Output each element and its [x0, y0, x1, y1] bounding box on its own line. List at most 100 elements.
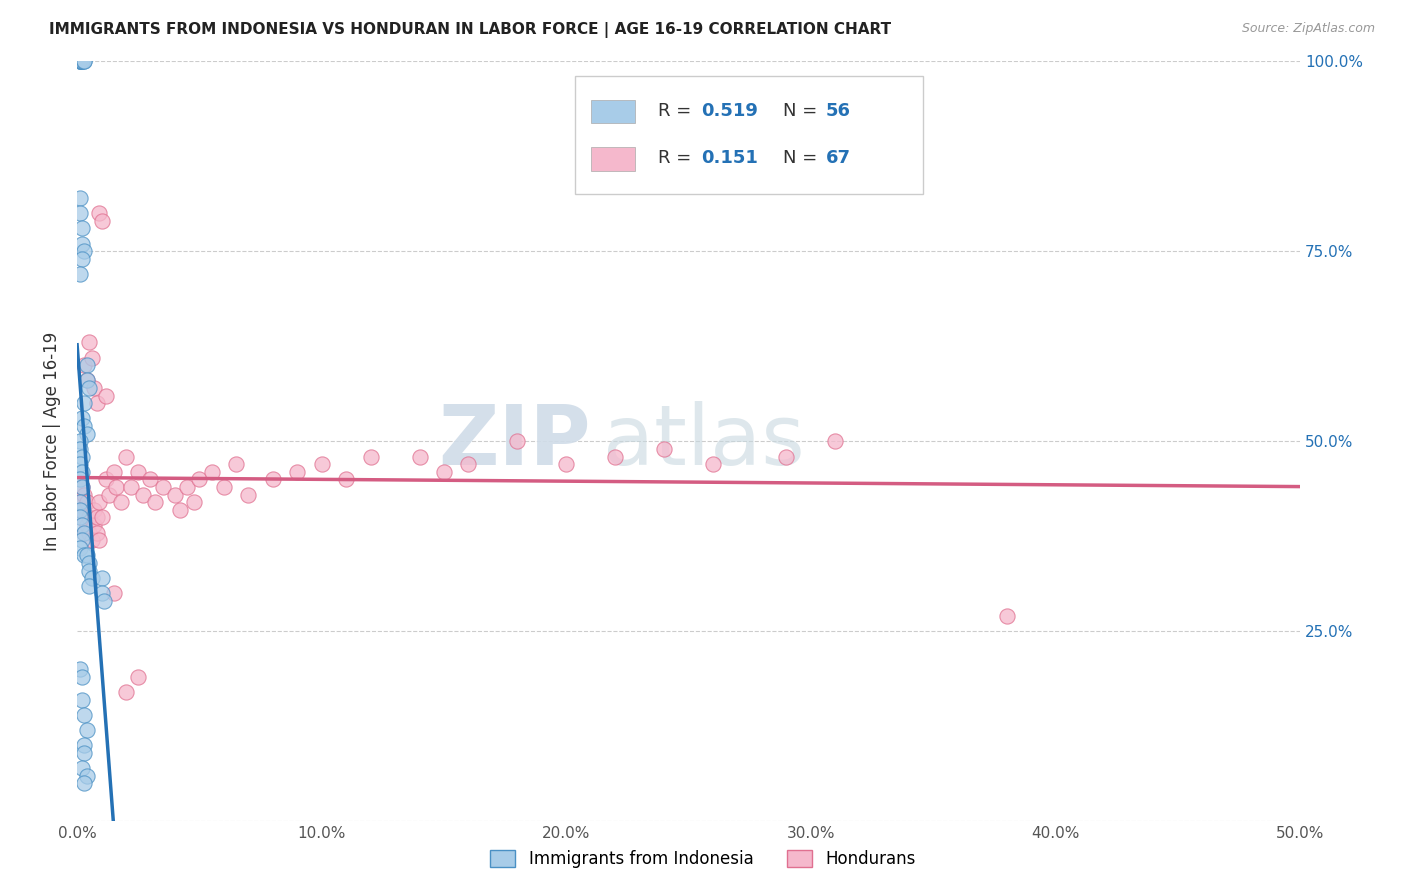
Point	[69, 267, 91, 281]
Point	[152, 480, 174, 494]
Point	[70, 236, 93, 251]
Point	[238, 487, 260, 501]
Point	[87, 495, 110, 509]
Point	[73, 525, 96, 540]
Point	[76, 426, 98, 441]
Point	[311, 457, 333, 471]
Point	[70, 533, 93, 548]
Point	[360, 450, 382, 464]
Point	[69, 54, 91, 69]
Point	[69, 510, 91, 524]
Point	[87, 206, 110, 220]
Point	[93, 594, 115, 608]
Y-axis label: In Labor Force | Age 16-19: In Labor Force | Age 16-19	[44, 332, 60, 551]
FancyBboxPatch shape	[575, 77, 924, 194]
Point	[69, 434, 91, 449]
Text: R =: R =	[658, 149, 697, 167]
Point	[69, 541, 91, 555]
Point	[70, 517, 93, 532]
Point	[824, 434, 846, 449]
Point	[225, 457, 247, 471]
Point	[70, 54, 93, 69]
Point	[212, 480, 235, 494]
Point	[408, 450, 430, 464]
Bar	[591, 147, 634, 170]
Point	[188, 472, 211, 486]
Point	[76, 517, 98, 532]
Point	[69, 510, 91, 524]
Point	[69, 191, 91, 205]
Point	[80, 533, 103, 548]
Point	[87, 533, 110, 548]
Point	[73, 739, 96, 753]
Point	[103, 465, 125, 479]
Point	[76, 769, 98, 783]
Point	[79, 510, 101, 524]
Point	[70, 54, 93, 69]
Point	[69, 54, 91, 69]
Point	[127, 670, 149, 684]
Point	[86, 510, 108, 524]
Text: Source: ZipAtlas.com: Source: ZipAtlas.com	[1241, 22, 1375, 36]
Point	[73, 396, 96, 410]
Point	[73, 708, 96, 723]
Point	[103, 586, 125, 600]
Point	[69, 206, 91, 220]
Text: R =: R =	[658, 102, 697, 120]
Point	[79, 525, 101, 540]
Point	[83, 381, 105, 395]
Point	[69, 54, 91, 69]
Text: 0.151: 0.151	[700, 149, 758, 167]
Point	[169, 502, 191, 516]
Point	[76, 723, 98, 738]
Point	[70, 465, 93, 479]
Point	[73, 419, 96, 434]
Point	[69, 457, 91, 471]
Text: N =: N =	[783, 149, 823, 167]
Point	[76, 495, 98, 509]
Point	[127, 465, 149, 479]
Point	[90, 214, 112, 228]
Point	[70, 502, 93, 516]
Point	[69, 495, 91, 509]
Point	[83, 517, 105, 532]
Point	[73, 54, 96, 69]
Point	[76, 374, 98, 388]
Point	[69, 495, 91, 509]
Point	[70, 411, 93, 425]
Point	[775, 450, 797, 464]
Point	[110, 495, 132, 509]
Point	[76, 374, 98, 388]
Text: 56: 56	[825, 102, 851, 120]
Point	[201, 465, 224, 479]
Point	[90, 571, 112, 585]
Point	[73, 746, 96, 760]
Text: N =: N =	[783, 102, 823, 120]
Point	[262, 472, 284, 486]
Text: atlas: atlas	[603, 401, 804, 482]
Point	[83, 502, 105, 516]
Point	[79, 556, 101, 570]
Point	[69, 502, 91, 516]
Point	[69, 662, 91, 676]
Point	[702, 457, 724, 471]
Point	[73, 487, 96, 501]
Point	[73, 358, 96, 372]
Point	[70, 450, 93, 464]
Text: 67: 67	[825, 149, 851, 167]
Point	[506, 434, 529, 449]
Point	[143, 495, 166, 509]
Point	[183, 495, 205, 509]
Point	[70, 480, 93, 494]
Point	[69, 472, 91, 486]
Point	[76, 549, 98, 563]
Point	[555, 457, 578, 471]
Point	[433, 465, 456, 479]
Point	[69, 442, 91, 456]
Point	[96, 389, 118, 403]
Text: ZIP: ZIP	[439, 401, 591, 482]
Point	[73, 549, 96, 563]
Bar	[591, 100, 634, 123]
Point	[86, 396, 108, 410]
Point	[176, 480, 198, 494]
